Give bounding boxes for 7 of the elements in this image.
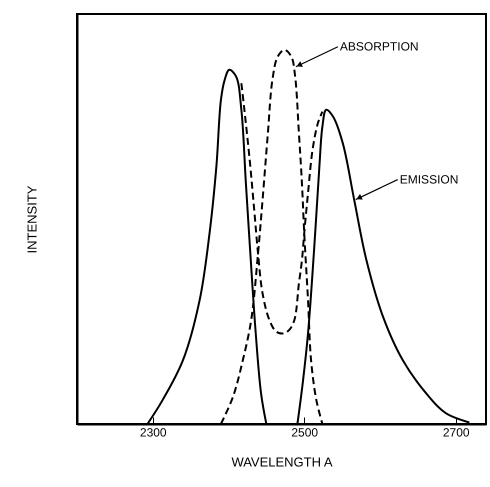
x-tick-label: 2300: [140, 426, 167, 440]
x-tick-label: 2500: [291, 426, 318, 440]
x-tick-label: 2700: [442, 426, 470, 440]
y-axis-title: INTENSITY: [24, 185, 40, 254]
annotation: ABSORPTION: [340, 40, 419, 54]
x-axis-title: WAVELENGTH A: [231, 454, 333, 470]
annotation: EMISSION: [400, 172, 458, 187]
